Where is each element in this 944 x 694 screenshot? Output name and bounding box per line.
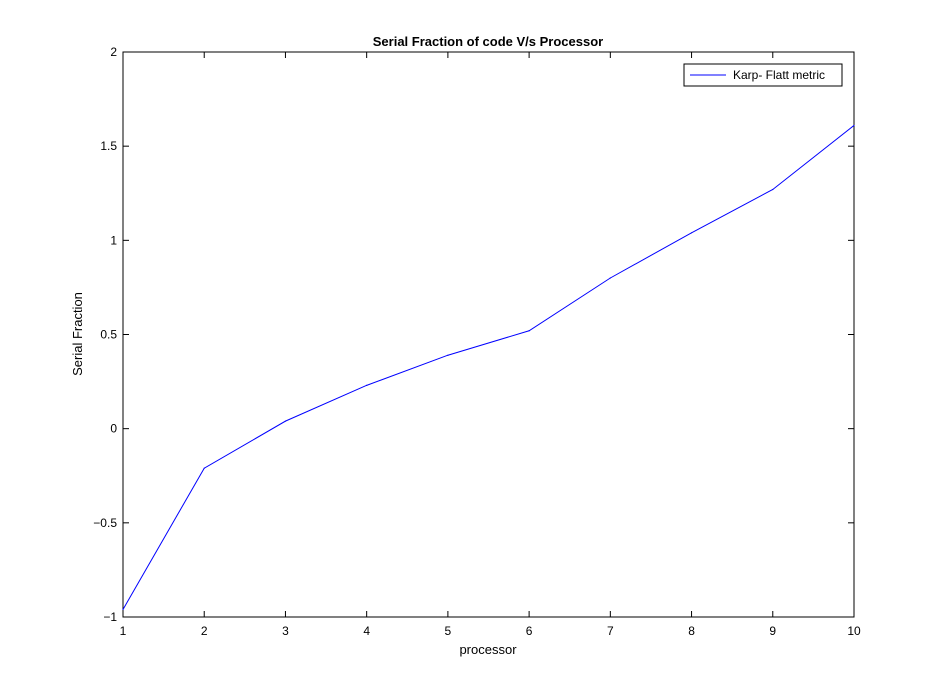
plot-area xyxy=(122,51,855,618)
data-point xyxy=(284,420,287,422)
legend-box xyxy=(683,63,843,87)
x-tick-label: 4 xyxy=(363,624,370,638)
series-line-karp-flatt xyxy=(122,125,855,610)
data-point xyxy=(853,124,855,127)
y-tick-label: 2 xyxy=(110,45,117,59)
x-tick-label: 9 xyxy=(769,624,776,638)
data-point xyxy=(366,384,368,386)
x-tick-label: 3 xyxy=(282,624,289,638)
legend: Karp- Flatt metric xyxy=(683,63,843,87)
tick-group: 1 2 3 4 5 6 7 8 9 10 −1 −0.5 0 0.5 1 1.5 2 xyxy=(93,45,861,638)
y-tick-label: 0 xyxy=(110,422,117,436)
x-tick-label: 10 xyxy=(847,624,861,638)
x-tick-label: 5 xyxy=(445,624,452,638)
data-point xyxy=(203,467,205,469)
chart-title: Serial Fraction of code V/s Processor xyxy=(373,34,603,49)
x-tick-label: 7 xyxy=(607,624,614,638)
y-tick-label: 0.5 xyxy=(100,328,117,342)
x-tick-label: 6 xyxy=(526,624,533,638)
data-point xyxy=(772,188,774,191)
legend-entry-karp-flatt: Karp- Flatt metric xyxy=(733,68,825,82)
x-tick-label: 2 xyxy=(201,624,208,638)
x-tick-label: 1 xyxy=(120,624,127,638)
y-axis-label: Serial Fraction xyxy=(70,292,85,376)
y-tick-label: 1 xyxy=(110,233,117,247)
data-point xyxy=(528,330,530,332)
data-point xyxy=(609,277,611,279)
data-point xyxy=(122,608,124,611)
x-tick-label: 8 xyxy=(688,624,695,638)
y-tick-label: −1 xyxy=(103,610,117,624)
series-group xyxy=(122,124,855,611)
y-tick-label: 1.5 xyxy=(100,139,117,153)
y-tick-label: −0.5 xyxy=(93,516,117,530)
data-point xyxy=(690,232,693,234)
x-axis-label: processor xyxy=(459,642,517,657)
data-point xyxy=(447,354,449,356)
